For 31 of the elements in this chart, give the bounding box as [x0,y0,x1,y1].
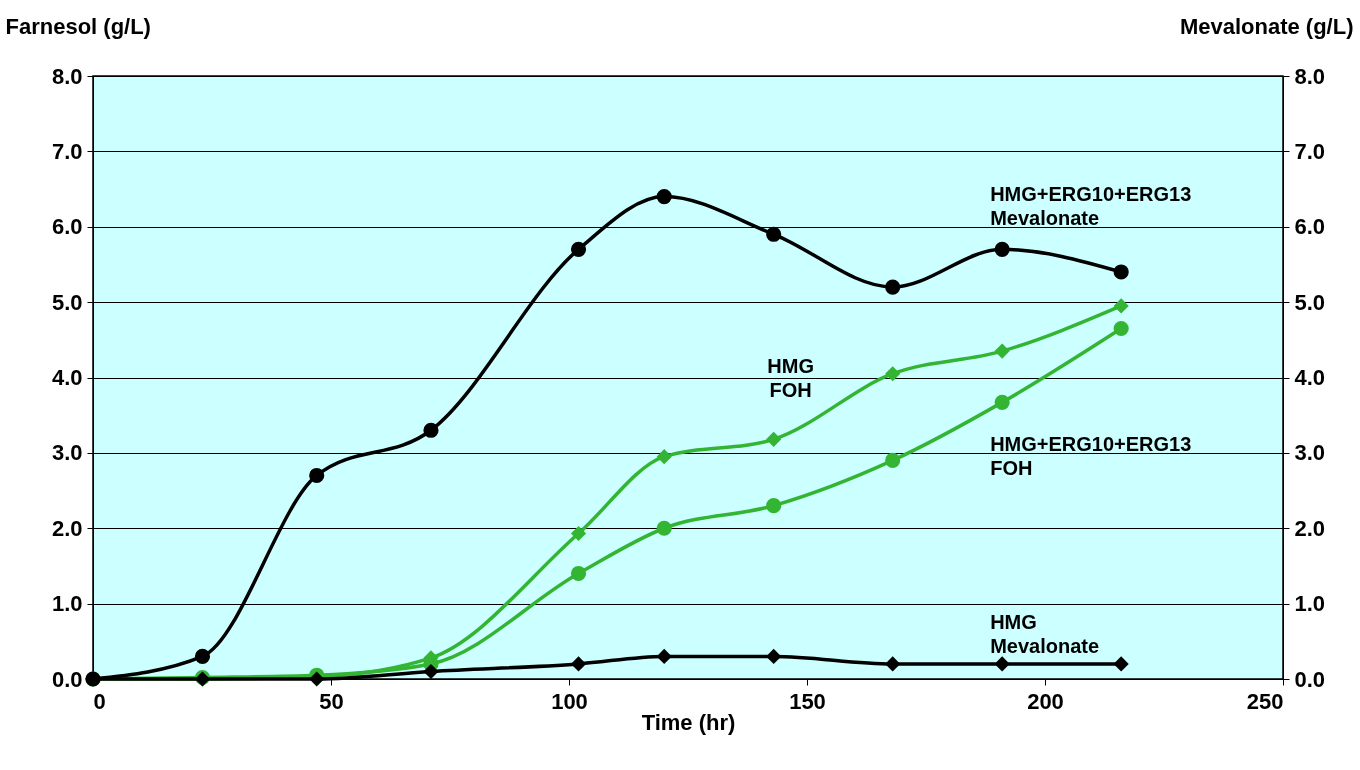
x-tick-label: 250 [1246,688,1284,714]
y2-tick-label: 1.0 [1294,591,1326,617]
series-label: HMG FOH [767,355,815,402]
y-tick-label: 0.0 [51,666,83,692]
x-tick-label: 100 [551,688,588,714]
y-tick-label: 4.0 [51,365,83,390]
y-tick-label: 8.0 [51,63,83,89]
series-label: HMG Mevalonate [990,610,1100,657]
y2-tick-label: 8.0 [1294,63,1326,89]
y-tick-label: 2.0 [51,515,83,541]
y-tick-label: 3.0 [51,440,83,466]
y2-tick-label: 2.0 [1294,515,1326,541]
y2-tick-label: 5.0 [1294,289,1326,315]
y2-axis-title: Mevalonate (g/L) [1179,13,1354,39]
y-tick-label: 7.0 [51,138,83,164]
x-tick-label: 50 [319,688,344,714]
y-tick-label: 5.0 [51,289,83,315]
y-tick-label: 1.0 [51,591,83,617]
y-tick-label: 6.0 [51,214,83,240]
x-tick-label: 200 [1027,688,1064,714]
series-label: HMG+ERG10+ERG13 FOH [990,433,1192,480]
x-tick-label: 150 [789,688,826,714]
y2-tick-label: 0.0 [1294,666,1326,692]
y2-tick-label: 3.0 [1294,440,1326,466]
y2-tick-label: 4.0 [1294,365,1326,390]
y2-tick-label: 7.0 [1294,138,1326,164]
x-axis-title: Time (hr) [641,709,736,735]
y-axis-title: Farnesol (g/L) [5,13,151,39]
y2-tick-label: 6.0 [1294,214,1326,240]
x-tick-label: 0 [93,688,106,714]
series-label: HMG+ERG10+ERG13 Mevalonate [990,183,1192,230]
